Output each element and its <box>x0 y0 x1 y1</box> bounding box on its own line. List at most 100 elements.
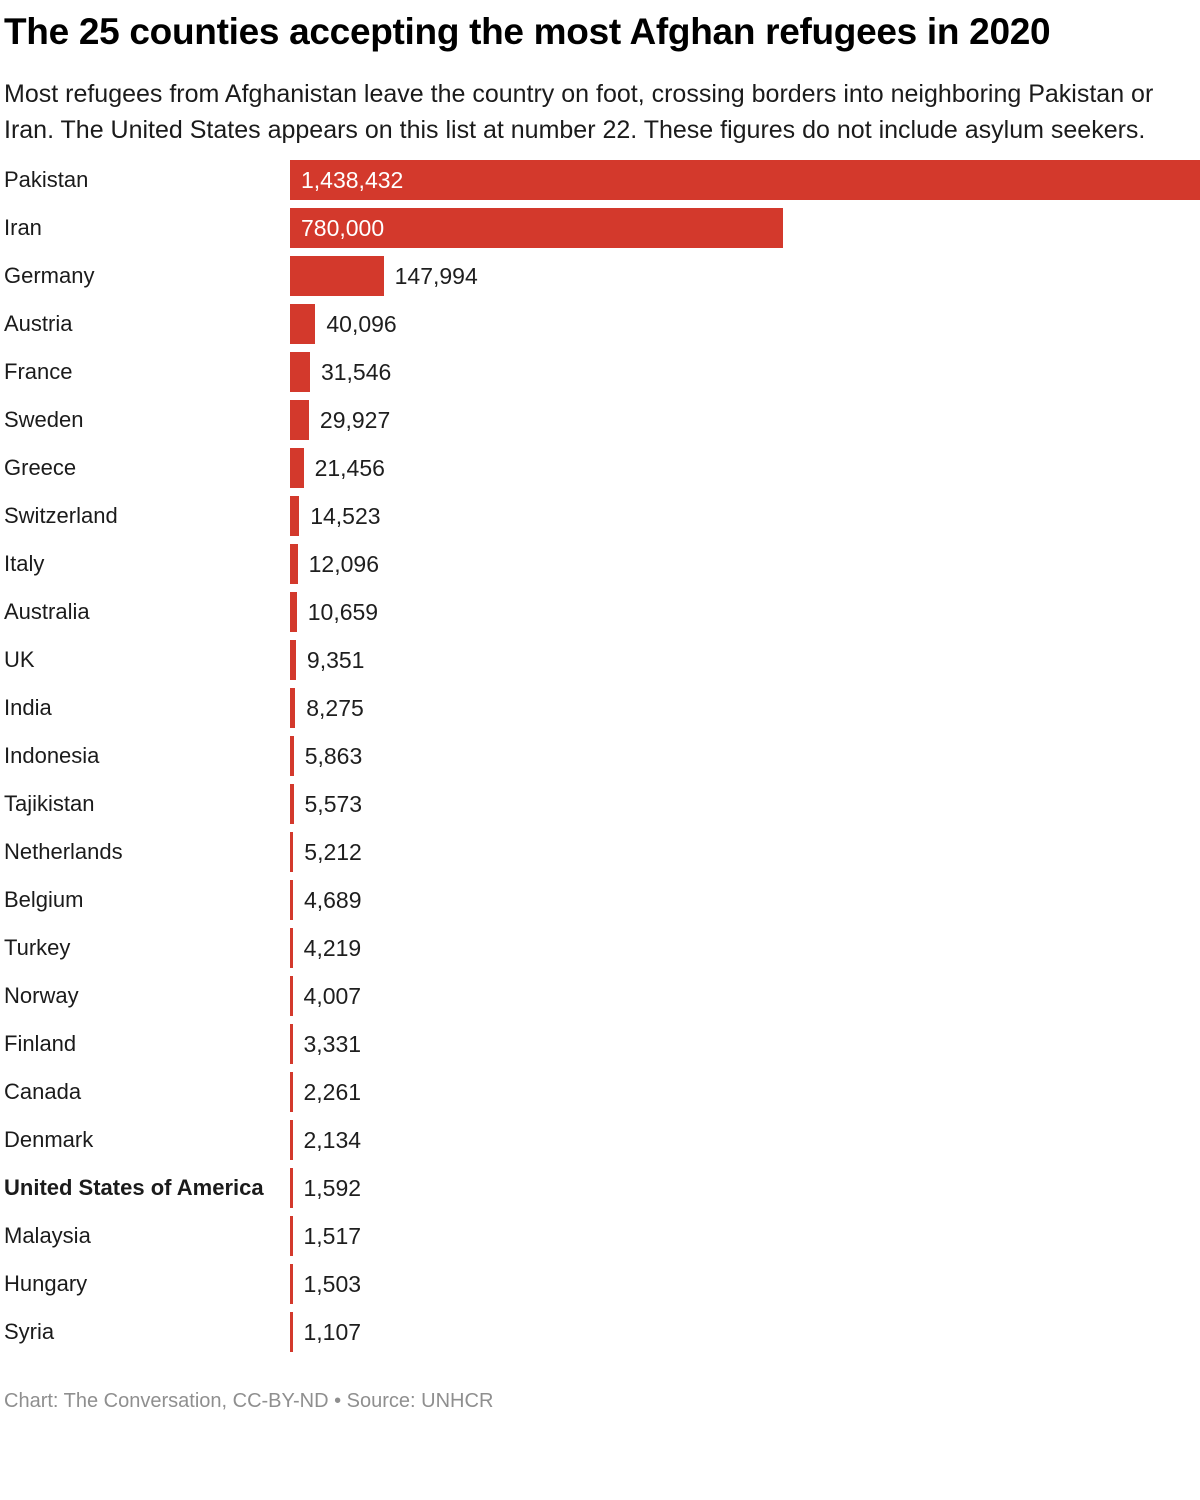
country-label: United States of America <box>4 1175 264 1200</box>
bar-track: 10,659 <box>290 592 1200 632</box>
chart-row: Norway 4,007 <box>4 972 1200 1020</box>
country-label: Austria <box>4 311 73 336</box>
value-label: 147,994 <box>394 263 478 289</box>
bar-track: 21,456 <box>290 448 1200 488</box>
bar-track: 31,546 <box>290 352 1200 392</box>
bar-track: 1,107 <box>290 1312 1200 1352</box>
bar-track: 5,212 <box>290 832 1200 872</box>
value-label: 1,107 <box>303 1319 362 1345</box>
bar-track: 5,573 <box>290 784 1200 824</box>
bar-track: 40,096 <box>290 304 1200 344</box>
bar-track: 2,134 <box>290 1120 1200 1160</box>
country-label: Iran <box>4 215 42 240</box>
value-label: 1,438,432 <box>301 167 404 193</box>
country-label: Syria <box>4 1319 55 1344</box>
value-label: 31,546 <box>320 359 392 385</box>
bar <box>290 880 293 920</box>
country-label: Sweden <box>4 407 84 432</box>
country-label: Indonesia <box>4 743 100 768</box>
attribution: Chart: The Conversation, CC-BY-ND • Sour… <box>4 1390 494 1412</box>
value-label: 9,351 <box>306 647 365 673</box>
chart-row: Tajikistan 5,573 <box>4 780 1200 828</box>
value-label: 5,863 <box>304 743 363 769</box>
chart-row: France 31,546 <box>4 348 1200 396</box>
value-label: 5,212 <box>304 839 362 865</box>
page-title: The 25 counties accepting the most Afgha… <box>4 11 1051 52</box>
bar-track: 4,219 <box>290 928 1200 968</box>
chart-row: Malaysia 1,517 <box>4 1212 1200 1260</box>
chart-row: Greece 21,456 <box>4 444 1200 492</box>
chart-row: Belgium 4,689 <box>4 876 1200 924</box>
chart-row: Germany 147,994 <box>4 252 1200 300</box>
bar-track: 5,863 <box>290 736 1200 776</box>
bar <box>290 448 304 488</box>
country-label: Malaysia <box>4 1223 91 1248</box>
value-label: 14,523 <box>310 503 381 529</box>
country-label: Hungary <box>4 1271 88 1296</box>
chart-row: United States of America 1,592 <box>4 1164 1200 1212</box>
country-label: Switzerland <box>4 503 118 528</box>
country-label: Finland <box>4 1031 77 1056</box>
bar <box>290 1264 293 1304</box>
value-label: 1,503 <box>303 1271 362 1297</box>
chart-row: Pakistan 1,438,432 <box>4 156 1200 204</box>
value-label: 3,331 <box>303 1031 362 1057</box>
bar-track: 1,503 <box>290 1264 1200 1304</box>
bar-track: 12,096 <box>290 544 1200 584</box>
chart-row: Australia 10,659 <box>4 588 1200 636</box>
bar <box>290 1168 293 1208</box>
chart-row: Denmark 2,134 <box>4 1116 1200 1164</box>
country-label: Germany <box>4 263 95 288</box>
country-label: Australia <box>4 599 90 624</box>
bar-track: 780,000 <box>290 208 1200 248</box>
chart-row: Switzerland 14,523 <box>4 492 1200 540</box>
bar <box>290 400 309 440</box>
country-label: Turkey <box>4 935 71 960</box>
country-label: Pakistan <box>4 167 89 192</box>
value-label: 29,927 <box>319 407 391 433</box>
bar <box>290 832 294 872</box>
chart-row: Canada 2,261 <box>4 1068 1200 1116</box>
bar <box>290 928 293 968</box>
bar-track: 147,994 <box>290 256 1200 296</box>
bar: 780,000 <box>290 208 784 248</box>
value-label: 4,219 <box>303 935 362 961</box>
chart-row: UK 9,351 <box>4 636 1200 684</box>
value-label: 40,096 <box>326 311 397 337</box>
bar-chart: Pakistan 1,438,432 Iran 780,000 Germany 147,9… <box>4 156 1200 1356</box>
chart-row: India 8,275 <box>4 684 1200 732</box>
country-label: India <box>4 695 52 720</box>
country-label: France <box>4 359 73 384</box>
value-label: 2,134 <box>303 1127 362 1153</box>
bar: 1,438,432 <box>290 160 1200 200</box>
value-label: 4,007 <box>303 983 362 1009</box>
value-label: 2,261 <box>303 1079 362 1105</box>
bar <box>290 304 316 344</box>
chart-row: Austria 40,096 <box>4 300 1200 348</box>
chart-row: Finland 3,331 <box>4 1020 1200 1068</box>
bar <box>290 592 297 632</box>
bar <box>290 1072 293 1112</box>
bar-track: 8,275 <box>290 688 1200 728</box>
value-label: 5,573 <box>304 791 363 817</box>
chart-row: Italy 12,096 <box>4 540 1200 588</box>
chart-row: Iran 780,000 <box>4 204 1200 252</box>
chart-row: Syria 1,107 <box>4 1308 1200 1356</box>
value-label: 780,000 <box>301 215 385 241</box>
country-label: Greece <box>4 455 77 480</box>
value-label: 10,659 <box>307 599 379 625</box>
bar-track: 4,007 <box>290 976 1200 1016</box>
country-label: Canada <box>4 1079 82 1104</box>
bar-track: 14,523 <box>290 496 1200 536</box>
chart-row: Hungary 1,503 <box>4 1260 1200 1308</box>
bar-track: 2,261 <box>290 1072 1200 1112</box>
value-label: 1,592 <box>303 1175 362 1201</box>
country-label: UK <box>4 647 35 672</box>
bar-track: 4,689 <box>290 880 1200 920</box>
bar <box>290 736 294 776</box>
country-label: Italy <box>4 551 45 576</box>
country-label: Belgium <box>4 887 84 912</box>
bar-track: 29,927 <box>290 400 1200 440</box>
chart-subtitle: Most refugees from Afghanistan leave the… <box>4 80 1154 144</box>
value-label: 21,456 <box>314 455 385 481</box>
